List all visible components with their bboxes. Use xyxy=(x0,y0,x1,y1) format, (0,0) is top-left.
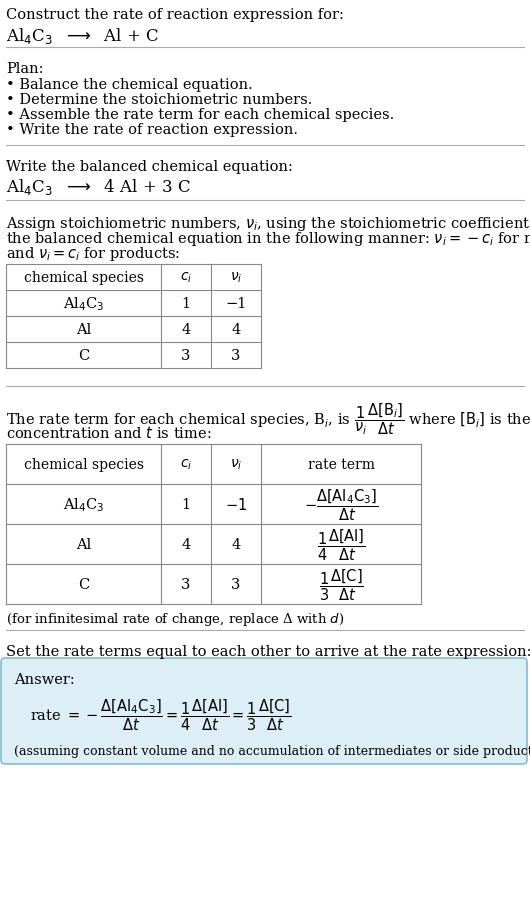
Text: Assign stoichiometric numbers, $\nu_i$, using the stoichiometric coefficients, $: Assign stoichiometric numbers, $\nu_i$, … xyxy=(6,215,530,233)
Text: 3: 3 xyxy=(181,349,191,363)
Text: The rate term for each chemical species, B$_i$, is $\dfrac{1}{\nu_i}\dfrac{\Delt: The rate term for each chemical species,… xyxy=(6,401,530,436)
Text: rate $= -\dfrac{\Delta[\mathrm{Al_4C_3}]}{\Delta t} = \dfrac{1}{4}\dfrac{\Delta[: rate $= -\dfrac{\Delta[\mathrm{Al_4C_3}]… xyxy=(30,696,292,732)
Text: Al: Al xyxy=(76,537,91,552)
Text: • Determine the stoichiometric numbers.: • Determine the stoichiometric numbers. xyxy=(6,93,312,107)
Text: (assuming constant volume and no accumulation of intermediates or side products): (assuming constant volume and no accumul… xyxy=(14,744,530,757)
Text: and $\nu_i = c_i$ for products:: and $\nu_i = c_i$ for products: xyxy=(6,245,180,263)
Text: Plan:: Plan: xyxy=(6,62,43,76)
Text: 4: 4 xyxy=(181,322,191,337)
Text: C: C xyxy=(78,577,89,591)
Text: $c_i$: $c_i$ xyxy=(180,457,192,471)
Text: Set the rate terms equal to each other to arrive at the rate expression:: Set the rate terms equal to each other t… xyxy=(6,644,530,658)
Text: concentration and $t$ is time:: concentration and $t$ is time: xyxy=(6,424,211,441)
Text: $-\dfrac{\Delta[\mathrm{Al_4C_3}]}{\Delta t}$: $-\dfrac{\Delta[\mathrm{Al_4C_3}]}{\Delt… xyxy=(304,487,378,522)
Text: • Balance the chemical equation.: • Balance the chemical equation. xyxy=(6,78,253,92)
Text: Al$_4$C$_3$  $\longrightarrow$  4 Al + 3 C: Al$_4$C$_3$ $\longrightarrow$ 4 Al + 3 C xyxy=(6,177,191,197)
Text: chemical species: chemical species xyxy=(23,458,144,471)
Text: Construct the rate of reaction expression for:: Construct the rate of reaction expressio… xyxy=(6,8,344,22)
Text: Al$_4$C$_3$: Al$_4$C$_3$ xyxy=(63,496,104,513)
Text: chemical species: chemical species xyxy=(23,271,144,284)
Text: $\nu_i$: $\nu_i$ xyxy=(230,271,242,284)
Text: 1: 1 xyxy=(181,297,191,311)
Text: the balanced chemical equation in the following manner: $\nu_i = -c_i$ for react: the balanced chemical equation in the fo… xyxy=(6,229,530,247)
Text: 3: 3 xyxy=(231,577,241,591)
Text: • Write the rate of reaction expression.: • Write the rate of reaction expression. xyxy=(6,123,298,137)
Text: 4: 4 xyxy=(232,537,241,552)
Text: $c_i$: $c_i$ xyxy=(180,271,192,284)
Text: 1: 1 xyxy=(181,498,191,511)
Text: rate term: rate term xyxy=(307,458,375,471)
FancyBboxPatch shape xyxy=(1,658,527,764)
Text: 4: 4 xyxy=(181,537,191,552)
Text: • Assemble the rate term for each chemical species.: • Assemble the rate term for each chemic… xyxy=(6,107,394,122)
Text: 4: 4 xyxy=(232,322,241,337)
Text: C: C xyxy=(78,349,89,363)
Text: −1: −1 xyxy=(225,297,246,311)
Text: $\dfrac{1}{3}\dfrac{\Delta[\mathrm{C}]}{\Delta t}$: $\dfrac{1}{3}\dfrac{\Delta[\mathrm{C}]}{… xyxy=(319,566,364,602)
Text: $\nu_i$: $\nu_i$ xyxy=(230,457,242,471)
Text: 3: 3 xyxy=(181,577,191,591)
Text: Al$_4$C$_3$  $\longrightarrow$  Al + C: Al$_4$C$_3$ $\longrightarrow$ Al + C xyxy=(6,26,159,46)
Text: 3: 3 xyxy=(231,349,241,363)
Text: Al$_4$C$_3$: Al$_4$C$_3$ xyxy=(63,294,104,312)
Text: Write the balanced chemical equation:: Write the balanced chemical equation: xyxy=(6,160,293,173)
Text: Answer:: Answer: xyxy=(14,672,75,686)
Text: $\dfrac{1}{4}\dfrac{\Delta[\mathrm{Al}]}{\Delta t}$: $\dfrac{1}{4}\dfrac{\Delta[\mathrm{Al}]}… xyxy=(317,526,365,563)
Text: $-1$: $-1$ xyxy=(225,497,247,512)
Text: (for infinitesimal rate of change, replace Δ with $d$): (for infinitesimal rate of change, repla… xyxy=(6,610,344,628)
Text: Al: Al xyxy=(76,322,91,337)
